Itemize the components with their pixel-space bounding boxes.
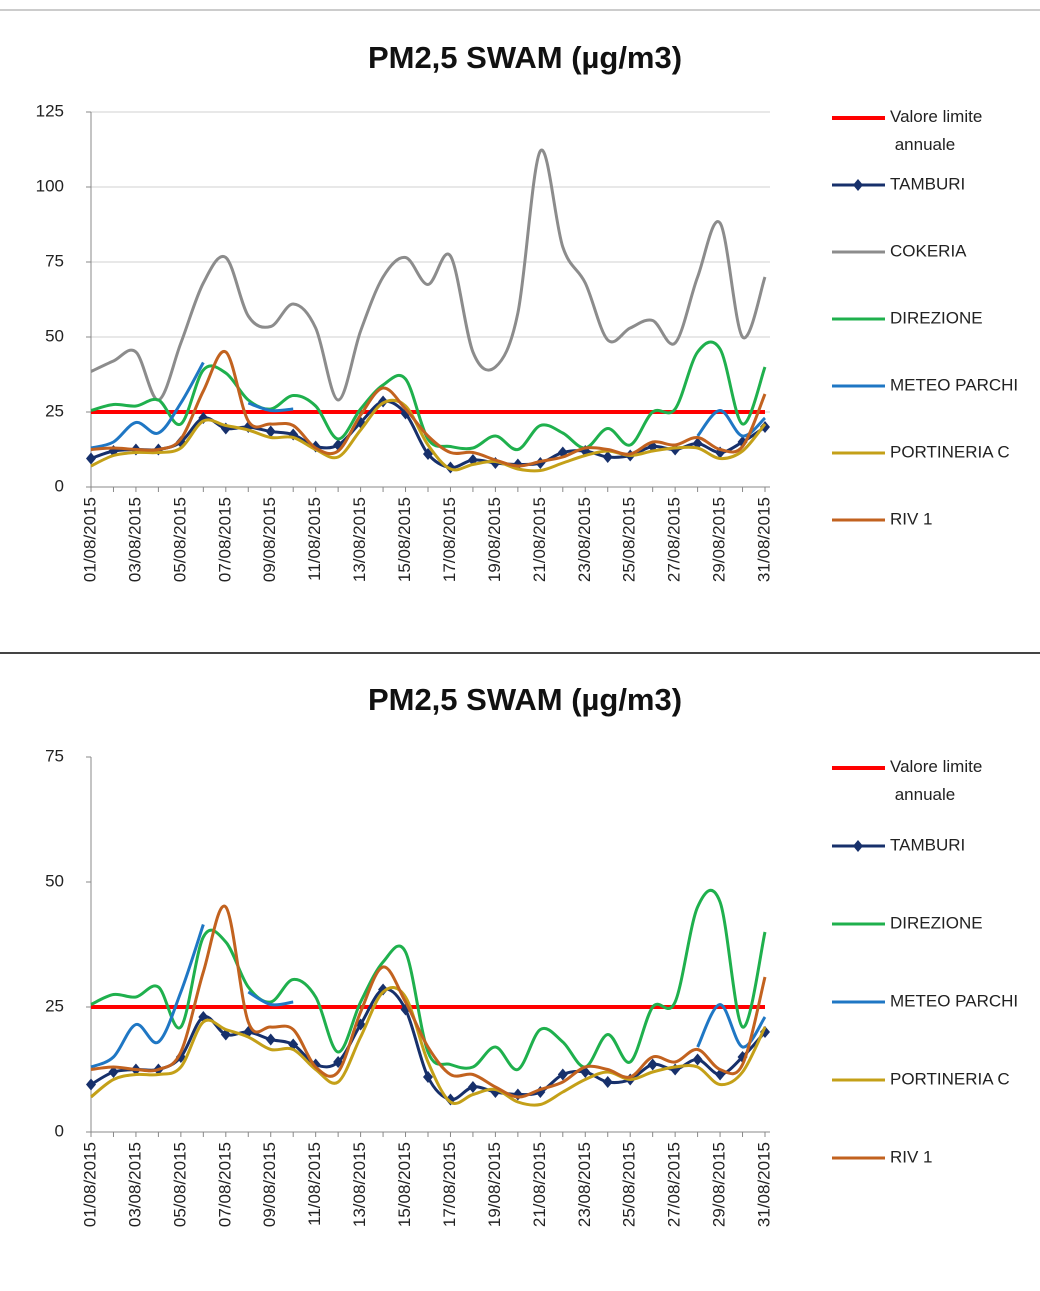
y-tick-label: 125 — [36, 101, 64, 120]
y-tick-label: 50 — [45, 871, 64, 890]
x-tick-label: 15/08/2015 — [395, 497, 414, 582]
series-line — [90, 398, 767, 473]
y-tick-label: 75 — [45, 251, 64, 270]
x-tick-label: 25/08/2015 — [620, 497, 639, 582]
point-marker — [602, 1076, 613, 1088]
series-line — [90, 888, 767, 1072]
point-marker — [86, 1078, 96, 1091]
x-tick-label: 21/08/2015 — [530, 497, 549, 582]
chart-title: PM2,5 SWAM (µg/m3) — [368, 682, 682, 717]
series-line — [247, 990, 294, 1007]
series-line — [696, 1002, 767, 1049]
legend-marker — [853, 840, 863, 852]
series-line — [90, 904, 767, 1099]
legend-label: Valore limite annuale — [890, 757, 982, 804]
legend-label: PORTINERIA C — [890, 442, 1010, 461]
legend-label: Valore limite annuale — [890, 107, 982, 154]
x-tick-label: 05/08/2015 — [170, 1142, 189, 1227]
y-tick-label: 25 — [45, 996, 64, 1015]
point-marker — [423, 1071, 433, 1083]
x-tick-label: 31/08/2015 — [754, 497, 773, 582]
x-tick-label: 01/08/2015 — [80, 1142, 99, 1227]
x-tick-label: 17/08/2015 — [440, 1142, 459, 1227]
point-marker — [265, 425, 276, 438]
x-tick-label: 19/08/2015 — [485, 497, 504, 582]
x-tick-label: 27/08/2015 — [665, 1142, 684, 1227]
x-tick-label: 17/08/2015 — [440, 497, 459, 582]
legend-label: COKERIA — [890, 241, 967, 260]
legend-label: DIREZIONE — [890, 913, 983, 932]
y-tick-label: 0 — [55, 1121, 64, 1140]
legend-label: RIV 1 — [890, 1147, 933, 1166]
x-tick-label: 01/08/2015 — [80, 497, 99, 582]
x-tick-label: 29/08/2015 — [710, 1142, 729, 1227]
x-tick-label: 05/08/2015 — [170, 497, 189, 582]
legend-label: TAMBURI — [890, 174, 965, 193]
point-marker — [557, 1068, 568, 1081]
legend-label: PORTINERIA C — [890, 1069, 1010, 1088]
x-tick-label: 27/08/2015 — [665, 497, 684, 582]
x-tick-label: 31/08/2015 — [754, 1142, 773, 1227]
x-tick-label: 29/08/2015 — [710, 497, 729, 582]
legend-label: METEO PARCHI — [890, 991, 1018, 1010]
series-line — [90, 924, 205, 1069]
chart-title: PM2,5 SWAM (µg/m3) — [368, 40, 682, 75]
x-tick-label: 07/08/2015 — [215, 1142, 234, 1227]
x-tick-label: 03/08/2015 — [125, 1142, 144, 1227]
series-line — [247, 401, 294, 413]
point-marker — [692, 1053, 703, 1066]
x-tick-label: 09/08/2015 — [260, 497, 279, 582]
y-tick-label: 75 — [45, 746, 64, 765]
point-marker — [86, 452, 96, 465]
series-line — [90, 340, 767, 452]
point-marker — [467, 1081, 478, 1093]
series-line — [696, 408, 767, 438]
legend-label: METEO PARCHI — [890, 375, 1018, 394]
x-tick-label: 13/08/2015 — [350, 497, 369, 582]
legend-label: TAMBURI — [890, 835, 965, 854]
point-marker — [760, 421, 770, 433]
legend-label: DIREZIONE — [890, 308, 983, 327]
series-line — [90, 986, 767, 1107]
series-line — [90, 350, 767, 468]
point-marker — [647, 1058, 658, 1071]
x-tick-label: 23/08/2015 — [575, 1142, 594, 1227]
x-tick-label: 21/08/2015 — [530, 1142, 549, 1227]
x-tick-label: 13/08/2015 — [350, 1142, 369, 1227]
x-tick-label: 07/08/2015 — [215, 497, 234, 582]
series-line — [90, 361, 205, 450]
x-tick-label: 23/08/2015 — [575, 497, 594, 582]
y-tick-label: 0 — [55, 476, 64, 495]
x-tick-label: 25/08/2015 — [620, 1142, 639, 1227]
y-tick-label: 50 — [45, 326, 64, 345]
x-tick-label: 11/08/2015 — [305, 497, 324, 581]
x-tick-label: 09/08/2015 — [260, 1142, 279, 1227]
y-tick-label: 100 — [36, 176, 64, 195]
y-tick-label: 25 — [45, 401, 64, 420]
legend-label: RIV 1 — [890, 509, 933, 528]
point-marker — [265, 1033, 276, 1046]
x-tick-label: 15/08/2015 — [395, 1142, 414, 1227]
point-marker — [108, 1066, 119, 1078]
x-tick-label: 11/08/2015 — [305, 1142, 324, 1226]
series-line — [90, 148, 767, 402]
legend-marker — [853, 179, 863, 191]
x-tick-label: 19/08/2015 — [485, 1142, 504, 1227]
x-tick-label: 03/08/2015 — [125, 497, 144, 582]
point-marker — [602, 451, 613, 463]
